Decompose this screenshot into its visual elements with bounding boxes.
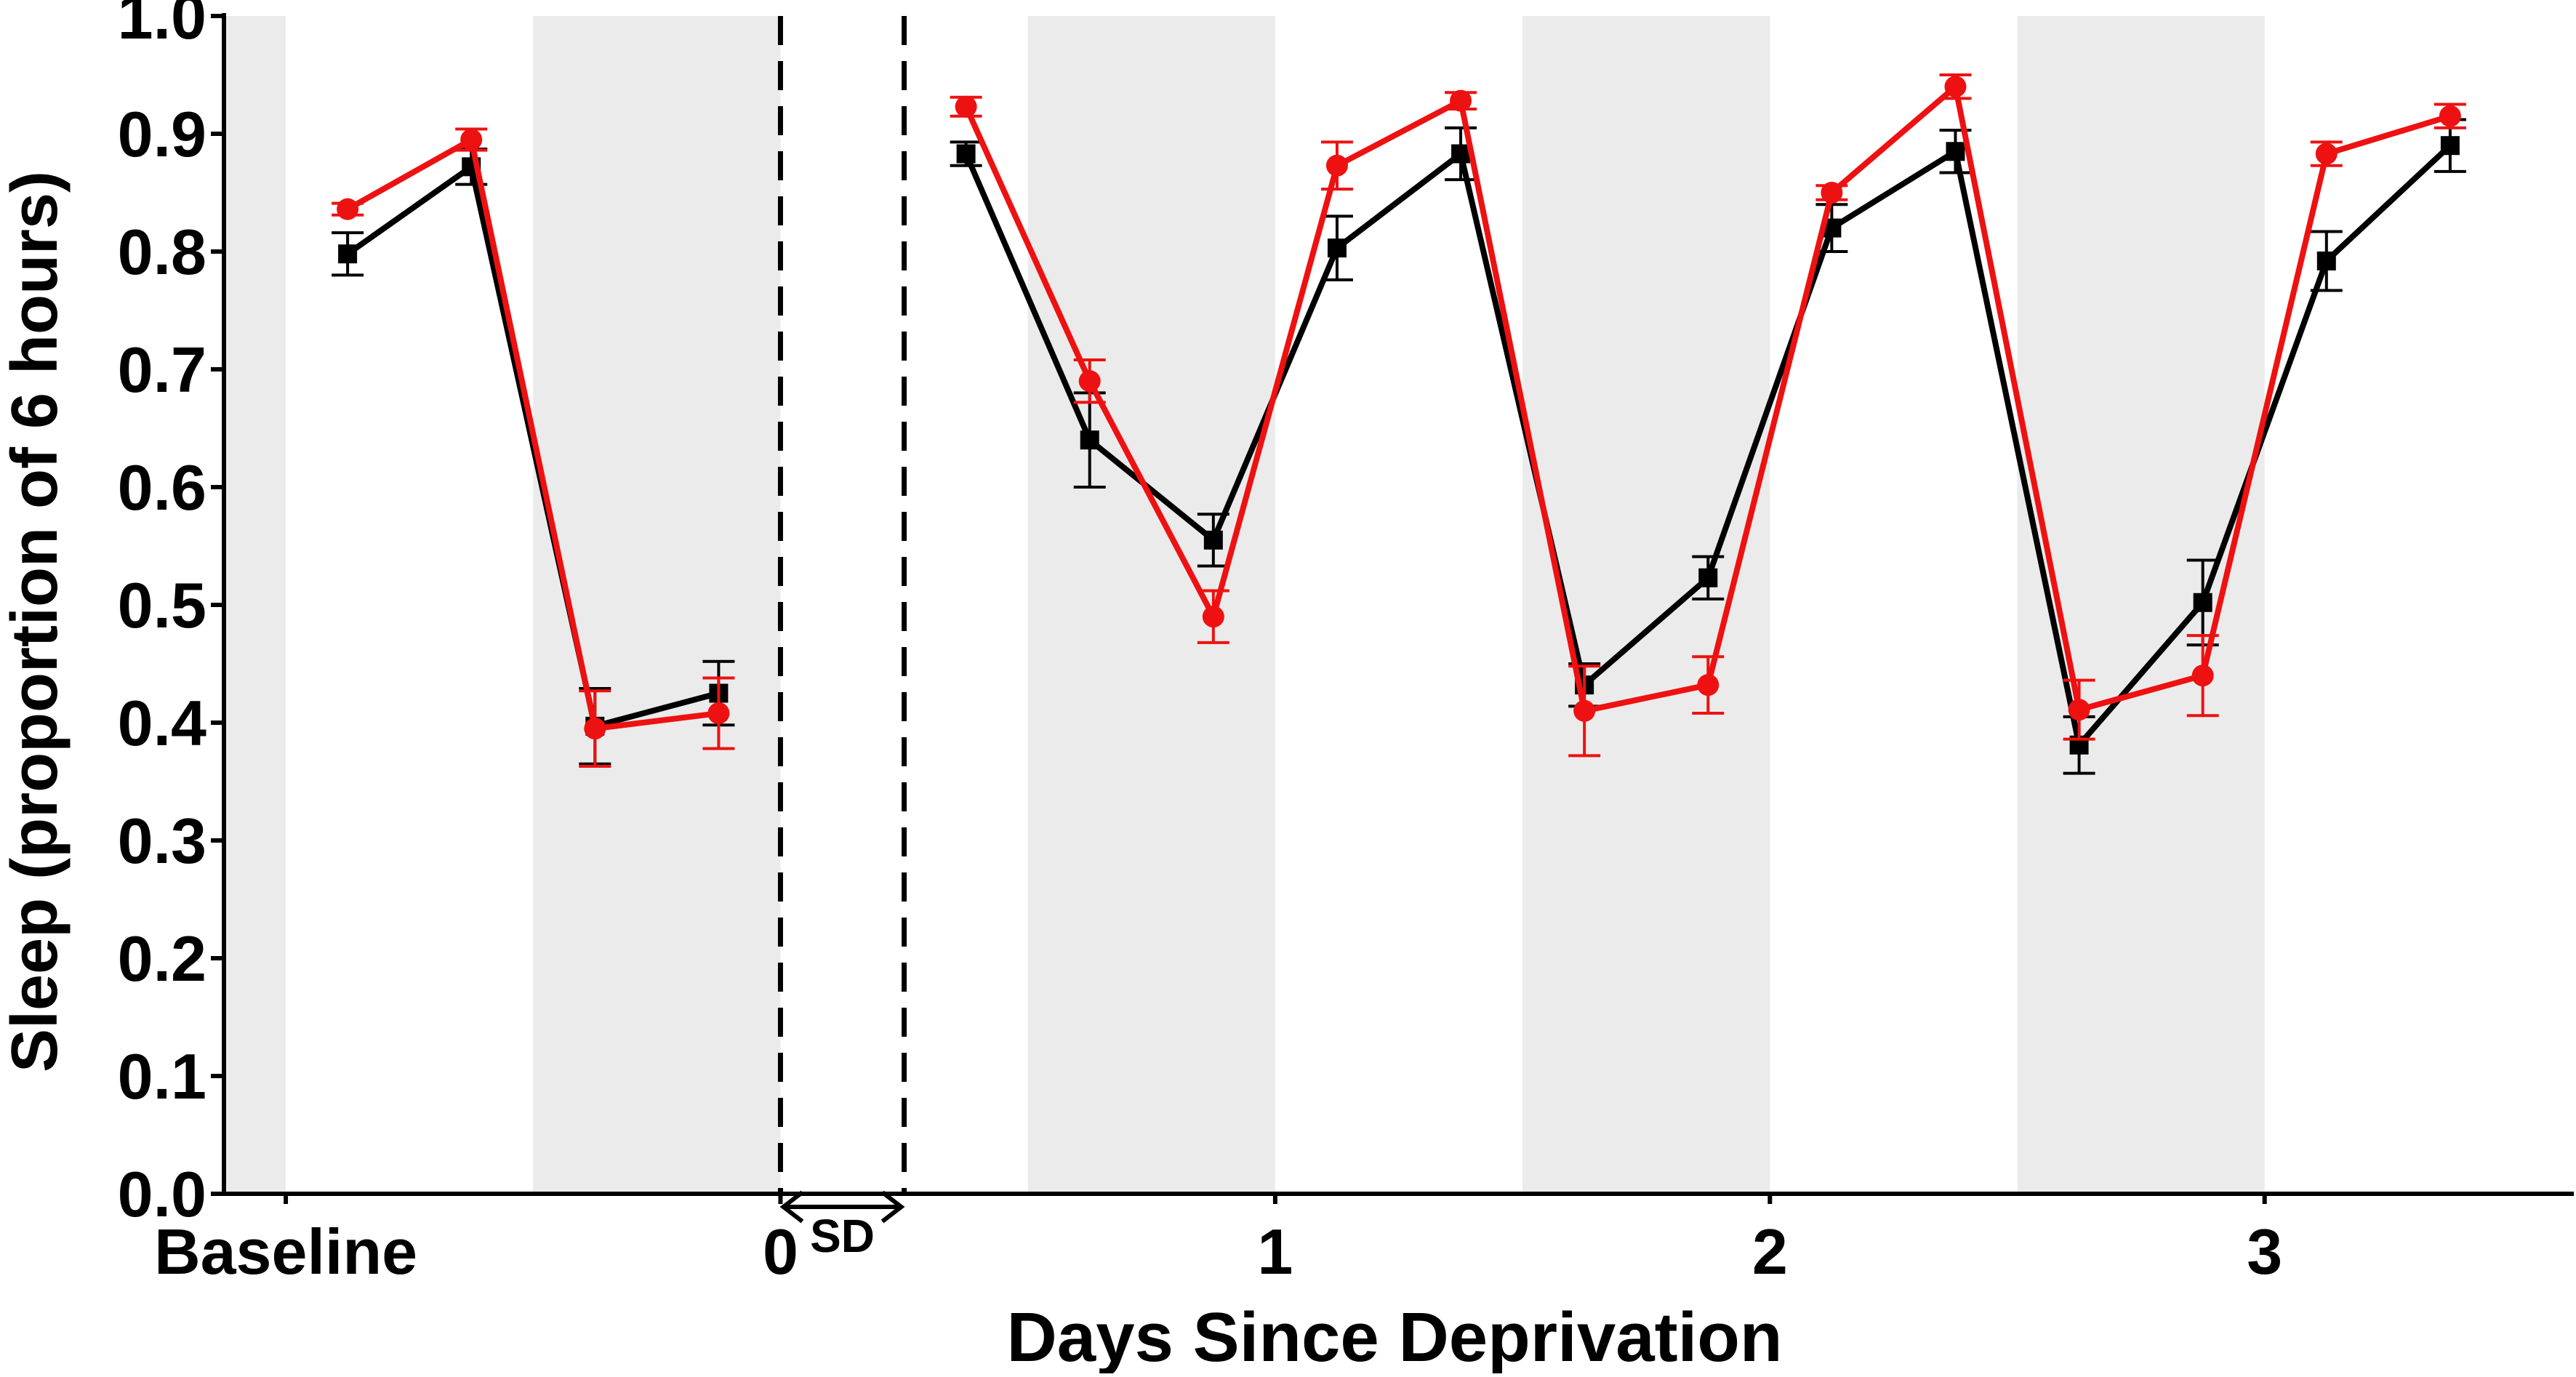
x-tick-label: 3 [2247, 1216, 2282, 1288]
sd-arrow-head-right [880, 1190, 905, 1224]
x-tick-label: 0 [763, 1216, 798, 1288]
data-point [2316, 251, 2336, 270]
data-point [1451, 144, 1471, 164]
deprivation-lines: SD [777, 16, 907, 1262]
data-point [584, 718, 606, 740]
y-tick-label: 0.1 [118, 1040, 206, 1112]
x-tick-label: 2 [1752, 1216, 1788, 1288]
data-point [2068, 699, 2090, 721]
shaded-period [224, 16, 286, 1194]
data-point [2315, 142, 2338, 165]
data-point [2440, 136, 2460, 156]
shaded-period [2017, 16, 2265, 1194]
y-axis-title: Sleep (proportion of 6 hours) [0, 171, 71, 1072]
y-tick-label: 0.7 [118, 334, 206, 406]
data-point [1946, 142, 1965, 161]
axis-labels: Days Since Deprivation Sleep (proportion… [0, 171, 1783, 1376]
series-1 [332, 118, 2466, 775]
sd-arrow-head-left [779, 1190, 804, 1224]
y-tick-label: 1.0 [118, 0, 206, 52]
data-point [337, 198, 359, 220]
x-tick-label: Baseline [154, 1216, 417, 1288]
data-point [1080, 430, 1099, 450]
data-point [956, 144, 976, 164]
data-point [338, 244, 358, 264]
series-layer [332, 73, 2466, 775]
data-point [460, 129, 483, 151]
y-tick-label: 0.5 [118, 569, 206, 641]
data-point [1698, 568, 1718, 587]
data-point [1327, 238, 1347, 258]
shaded-periods [224, 16, 2265, 1194]
x-axis-title: Days Since Deprivation [1006, 1298, 1782, 1373]
data-point [1078, 370, 1101, 393]
y-tick-label: 0.4 [118, 687, 206, 759]
data-point [1944, 76, 1967, 98]
data-point [955, 95, 977, 118]
y-tick-label: 0.9 [118, 98, 206, 170]
y-tick-label: 0.6 [118, 451, 206, 523]
series-2 [332, 73, 2466, 768]
data-point [2439, 105, 2461, 127]
data-point [707, 702, 730, 725]
shaded-period [1027, 16, 1275, 1194]
data-point [1697, 674, 1720, 696]
series-line [346, 137, 719, 732]
data-point [2191, 665, 2214, 687]
shaded-period [1522, 16, 1770, 1194]
shaded-period [533, 16, 781, 1194]
data-point [2193, 593, 2212, 612]
y-tick-label: 0.3 [118, 805, 206, 877]
sd-label: SD [810, 1210, 875, 1262]
data-point [1573, 699, 1596, 722]
y-tick-label: 0.2 [118, 923, 206, 995]
axes: 0.0 0.1 0.2 0.3 0.4 0.5 0.6 0.7 0.8 0.9 1.0 Baselin… [118, 0, 2574, 1288]
y-tick-label: 0.0 [118, 1158, 206, 1230]
data-point [1821, 182, 1843, 204]
x-tick-label: 1 [1257, 1216, 1293, 1288]
data-point [1450, 89, 1472, 112]
data-point [1203, 530, 1223, 550]
y-tick-label: 0.8 [118, 216, 206, 288]
data-point [1202, 606, 1224, 628]
data-point [1325, 154, 1348, 177]
